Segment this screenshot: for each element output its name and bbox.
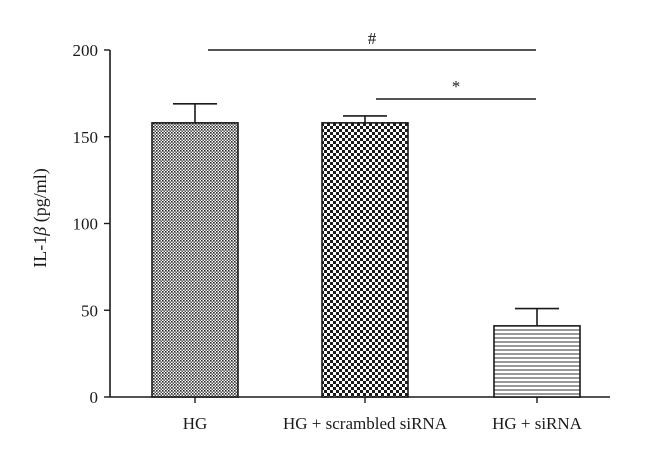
- y-axis-title-suffix: (pg/ml): [30, 168, 51, 227]
- y-tick-label: 150: [73, 128, 99, 147]
- bar-1: [151, 122, 239, 398]
- y-axis-title-symbol: β: [30, 227, 50, 237]
- y-axis-title-prefix: IL-1: [30, 236, 50, 268]
- significance-layer: #*: [208, 29, 536, 100]
- bar-3: [493, 325, 581, 398]
- y-tick-label: 50: [81, 301, 98, 320]
- bars-layer: [151, 102, 581, 398]
- significance-marker: *: [452, 77, 461, 96]
- significance-marker: #: [368, 29, 377, 48]
- y-tick-label: 100: [73, 215, 99, 234]
- bar-2: [321, 122, 409, 398]
- y-axis-title: IL-1β (pg/ml): [30, 168, 51, 267]
- y-tick-label: 200: [73, 41, 99, 60]
- x-tick-label: HG: [183, 414, 208, 433]
- y-tick-label: 0: [90, 388, 99, 407]
- x-tick-label: HG + scrambled siRNA: [283, 414, 448, 433]
- axis-layer: 0 50 100 150 200 HG HG + scrambled siRNA HG + s…: [73, 41, 610, 433]
- x-tick-label: HG + siRNA: [492, 414, 583, 433]
